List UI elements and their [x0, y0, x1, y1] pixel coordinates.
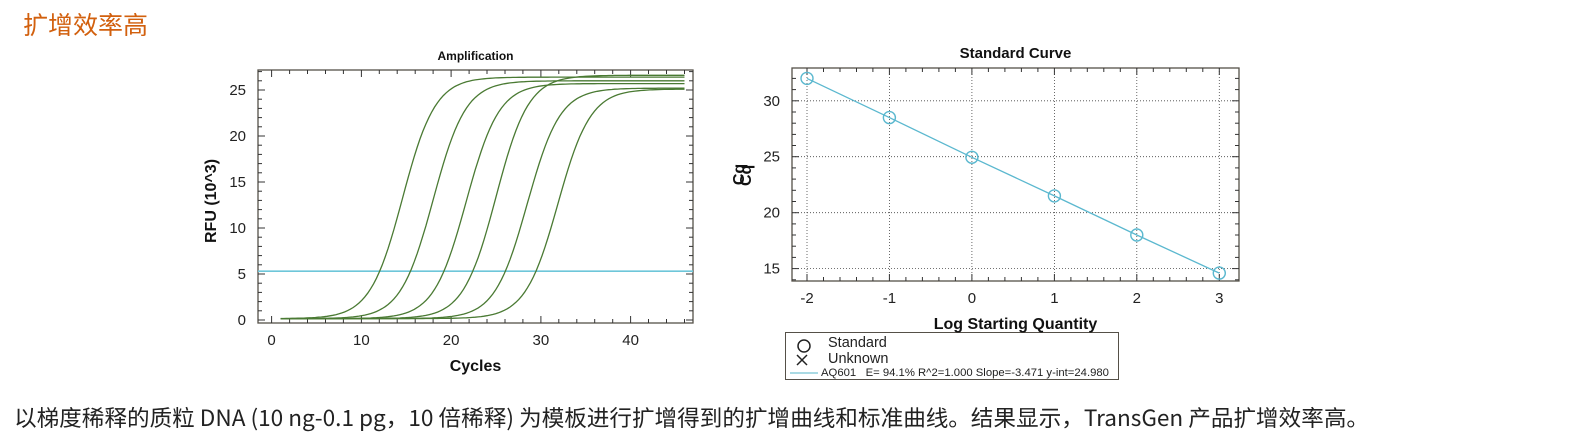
svg-text:Cq: Cq — [731, 164, 748, 185]
svg-text:3: 3 — [1215, 290, 1223, 307]
svg-text:40: 40 — [622, 332, 639, 349]
svg-text:25: 25 — [229, 82, 246, 99]
svg-text:Log Starting Quantity: Log Starting Quantity — [934, 316, 1098, 333]
svg-text:Cycles: Cycles — [450, 358, 502, 375]
svg-text:-1: -1 — [883, 290, 896, 307]
svg-text:25: 25 — [763, 149, 780, 166]
svg-text:15: 15 — [763, 261, 780, 278]
svg-text:30: 30 — [533, 332, 550, 349]
svg-text:0: 0 — [267, 332, 275, 349]
svg-text:0: 0 — [968, 290, 976, 307]
svg-text:15: 15 — [229, 174, 246, 191]
svg-text:30: 30 — [763, 93, 780, 110]
svg-text:5: 5 — [238, 266, 246, 283]
svg-text:Standard Curve: Standard Curve — [960, 45, 1072, 62]
svg-text:20: 20 — [763, 205, 780, 222]
svg-text:0: 0 — [238, 312, 246, 329]
svg-text:2: 2 — [1133, 290, 1141, 307]
svg-text:20: 20 — [229, 128, 246, 145]
svg-text:Amplification: Amplification — [437, 49, 513, 63]
svg-text:10: 10 — [229, 220, 246, 237]
svg-text:20: 20 — [443, 332, 460, 349]
svg-text:-2: -2 — [800, 290, 813, 307]
svg-text:1: 1 — [1050, 290, 1058, 307]
svg-text:10: 10 — [353, 332, 370, 349]
